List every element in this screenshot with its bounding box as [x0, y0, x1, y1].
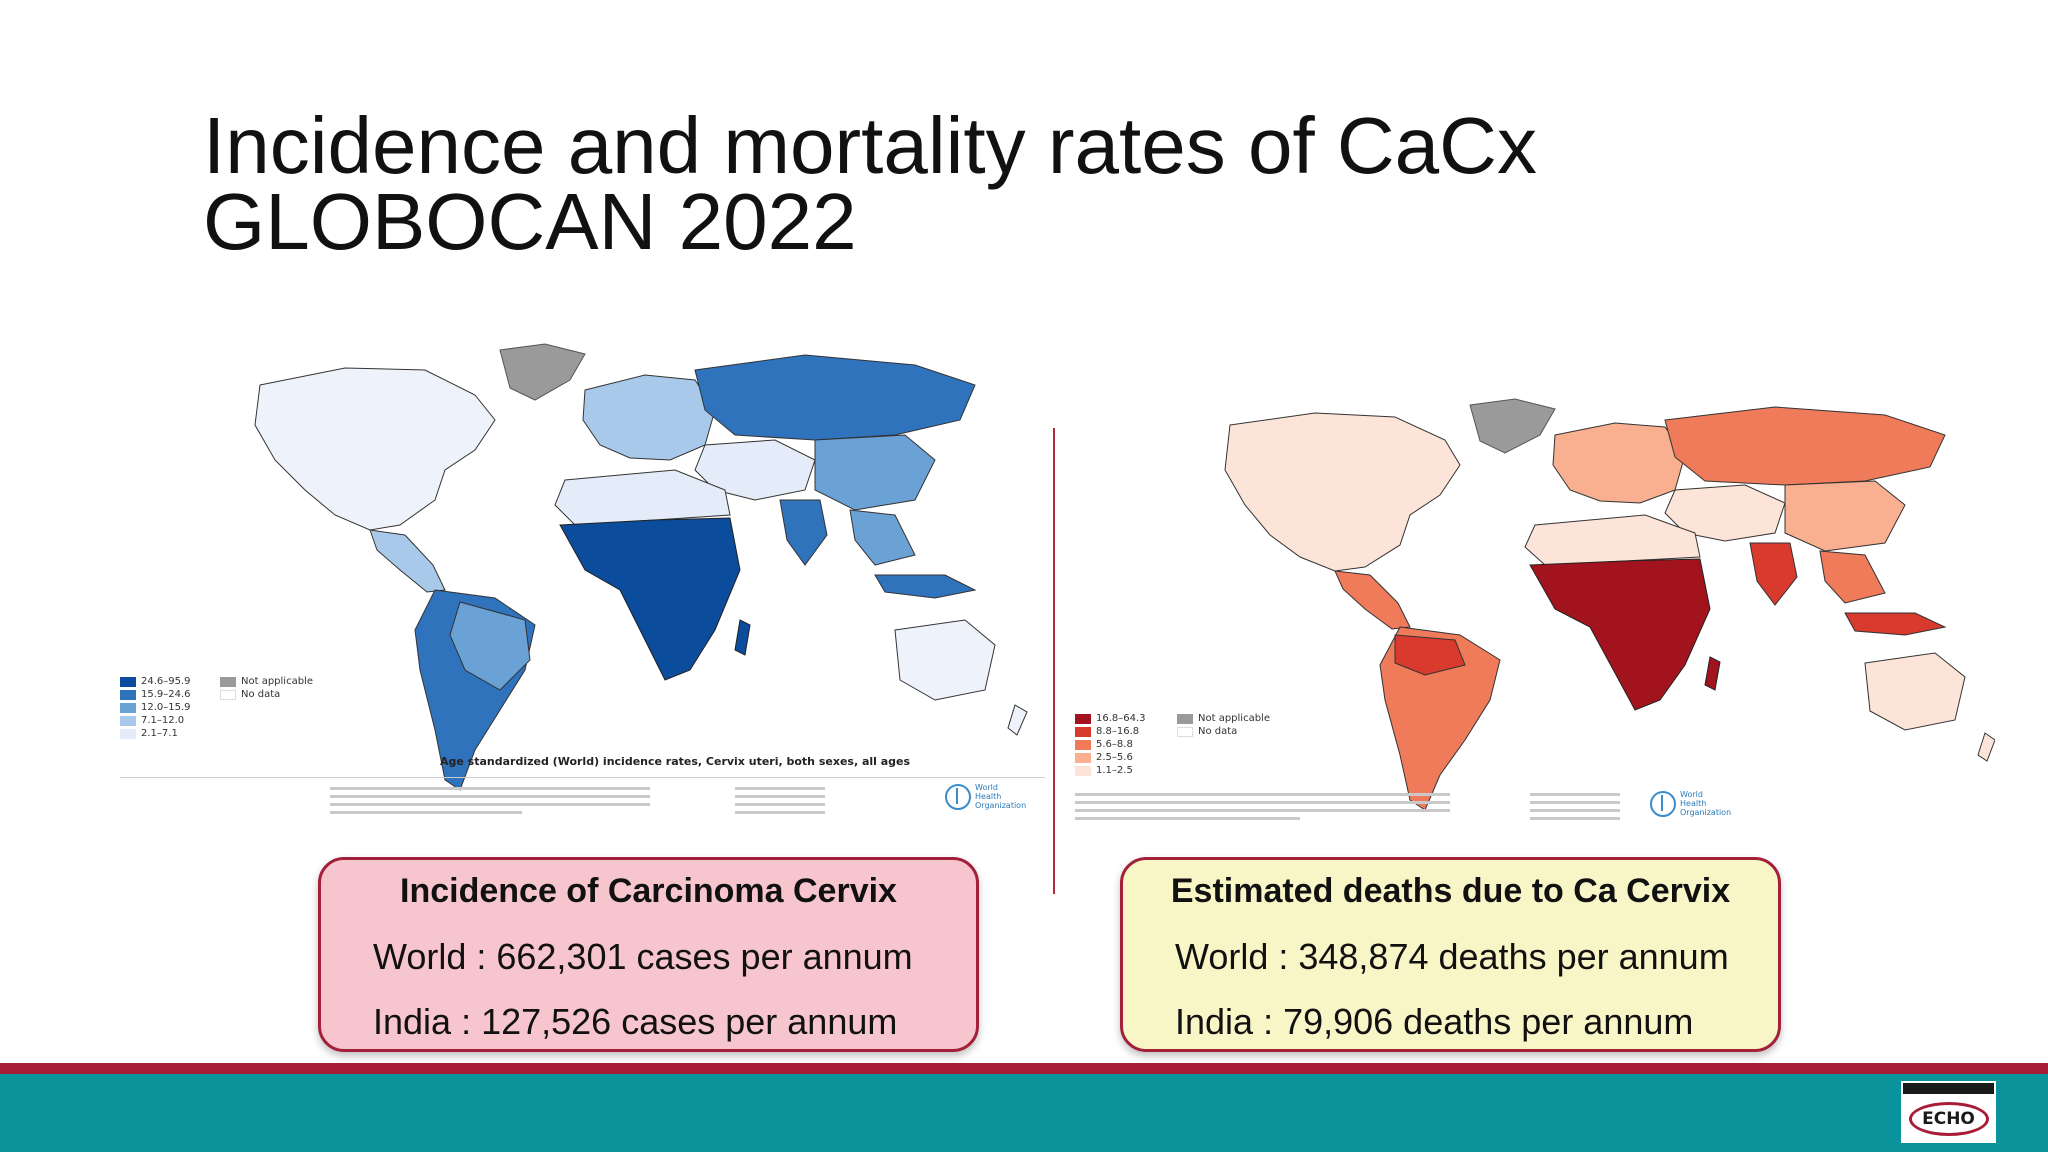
map-region-indonesia [1844, 612, 1947, 636]
incidence-card-title: Incidence of Carcinoma Cervix [400, 872, 897, 910]
incidence-india-value: India : 127,526 cases per annum [373, 1001, 898, 1042]
who-name: World Health Organization [1680, 790, 1732, 817]
legend-item: No data [220, 688, 313, 701]
map-region-russia [694, 354, 976, 441]
echo-logo-header [1903, 1083, 1994, 1094]
map-region-russia [1664, 406, 1946, 486]
incidence-world-value: World : 662,301 cases per annum [373, 936, 913, 977]
incidence-footer-source [735, 787, 825, 819]
legend-swatch [1075, 726, 1091, 737]
slide-title-line-1: Incidence and mortality rates of CaCx [203, 101, 1537, 190]
legend-item: 7.1–12.0 [120, 714, 191, 727]
incidence-footer-rule [120, 777, 1045, 778]
legend-swatch [1075, 752, 1091, 763]
legend-item: Not applicable [1177, 712, 1270, 725]
map-region-india [1749, 542, 1798, 606]
slide-title: Incidence and mortality rates of CaCx GL… [203, 101, 1703, 266]
mortality-footer-text [1075, 793, 1450, 825]
deaths-card-title: Estimated deaths due to Ca Cervix [1170, 872, 1731, 910]
legend-swatch [1075, 739, 1091, 750]
map-region-greenland [1469, 398, 1556, 454]
map-region-europe [582, 374, 716, 461]
not-applicable-swatch [1177, 713, 1193, 724]
map-region-south-america [1379, 626, 1501, 811]
map-region-china [814, 434, 936, 511]
incidence-card: Incidence of Carcinoma Cervix World : 66… [318, 857, 979, 1052]
map-region-brazil [449, 601, 531, 691]
legend-item: 2.1–7.1 [120, 727, 191, 740]
echo-logo: ECHO [1901, 1081, 1996, 1143]
legend-item: 15.9–24.6 [120, 688, 191, 701]
legend-swatch [120, 702, 136, 713]
echo-logo-text: ECHO [1908, 1102, 1989, 1136]
map-region-southeast-asia [1819, 550, 1886, 604]
who-name: World Health Organization [975, 783, 1027, 810]
incidence-map-panel: 24.6–95.9 15.9–24.6 12.0–15.9 7.1–12.0 2… [115, 340, 1045, 830]
map-region-new-zealand [1007, 704, 1028, 736]
who-globe-icon [1650, 790, 1676, 817]
incidence-world-map [254, 343, 1028, 791]
mortality-map-panel: 16.8–64.3 8.8–16.8 5.6–8.8 2.5–5.6 1.1–2… [1065, 395, 1995, 835]
legend-item: 24.6–95.9 [120, 675, 191, 688]
mortality-world-map [1224, 398, 1995, 811]
deaths-india-value: India : 79,906 deaths per annum [1175, 1001, 1694, 1042]
legend-swatch [120, 728, 136, 739]
legend-item: Not applicable [220, 675, 313, 688]
footer-accent-rule [0, 1063, 2048, 1074]
map-region-australia [1864, 652, 1966, 731]
deaths-card: Estimated deaths due to Ca Cervix World … [1120, 857, 1781, 1052]
who-globe-icon [945, 783, 971, 810]
map-region-north-america [1224, 412, 1461, 572]
map-region-north-africa [554, 469, 731, 526]
incidence-who-logo: World Health Organization [945, 783, 1027, 810]
legend-item: 5.6–8.8 [1075, 738, 1146, 751]
mortality-footer-source [1530, 793, 1620, 825]
mortality-who-logo: World Health Organization [1650, 790, 1732, 817]
legend-item: 12.0–15.9 [120, 701, 191, 714]
legend-swatch [1075, 765, 1091, 776]
legend-swatch [120, 676, 136, 687]
map-region-central-america [369, 529, 446, 593]
legend-item: No data [1177, 725, 1270, 738]
slide-title-line-2: GLOBOCAN 2022 [203, 177, 857, 266]
incidence-footer-text [330, 787, 650, 819]
incidence-na-legend: Not applicable No data [220, 675, 313, 701]
legend-swatch [120, 715, 136, 726]
map-region-madagascar [734, 619, 751, 656]
incidence-map-caption: Age standardized (World) incidence rates… [440, 755, 911, 768]
map-region-china [1784, 480, 1906, 552]
legend-item: 1.1–2.5 [1075, 764, 1146, 777]
map-region-central-america [1334, 570, 1411, 630]
map-region-southeast-asia [849, 509, 916, 566]
no-data-swatch [1177, 726, 1193, 737]
map-region-subsaharan-africa [559, 517, 741, 681]
map-region-madagascar [1704, 656, 1721, 691]
deaths-world-value: World : 348,874 deaths per annum [1175, 936, 1729, 977]
map-region-new-zealand [1977, 732, 1995, 762]
mortality-na-legend: Not applicable No data [1177, 712, 1270, 738]
legend-item: 8.8–16.8 [1075, 725, 1146, 738]
map-region-central-asia [694, 439, 816, 501]
map-region-north-america [254, 367, 496, 531]
map-region-central-asia [1664, 484, 1786, 542]
map-region-northern-south-america [1394, 634, 1466, 676]
legend-item: 2.5–5.6 [1075, 751, 1146, 764]
panel-divider [1053, 428, 1055, 894]
map-region-north-africa [1524, 514, 1701, 566]
legend-swatch [1075, 713, 1091, 724]
mortality-legend: 16.8–64.3 8.8–16.8 5.6–8.8 2.5–5.6 1.1–2… [1075, 712, 1146, 777]
legend-item: 16.8–64.3 [1075, 712, 1146, 725]
map-region-subsaharan-africa [1529, 558, 1711, 711]
map-region-australia [894, 619, 996, 701]
not-applicable-swatch [220, 676, 236, 687]
map-region-indonesia [874, 574, 977, 599]
map-region-greenland [499, 343, 586, 401]
legend-swatch [120, 689, 136, 700]
incidence-legend: 24.6–95.9 15.9–24.6 12.0–15.9 7.1–12.0 2… [120, 675, 191, 740]
footer-bar [0, 1063, 2048, 1152]
map-region-europe [1552, 422, 1686, 504]
no-data-swatch [220, 689, 236, 700]
map-region-india [779, 499, 828, 566]
